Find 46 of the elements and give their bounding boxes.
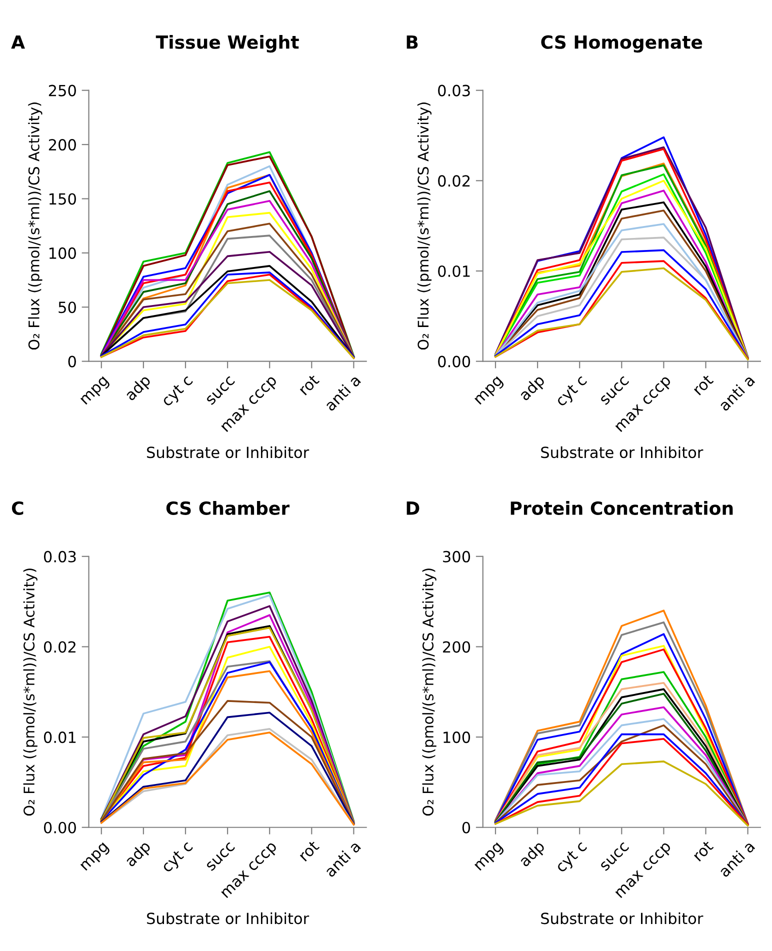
chart-title: Protein Concentration bbox=[510, 501, 733, 515]
y-tick-label: 0.00 bbox=[438, 356, 470, 368]
text: D bbox=[406, 502, 420, 515]
x-axis-title: Substrate or Inhibitor bbox=[541, 446, 704, 458]
x-axis-title: Substrate or Inhibitor bbox=[541, 912, 704, 924]
y-tick-label: 0.03 bbox=[44, 550, 76, 562]
x-tick-label: rot bbox=[298, 840, 320, 862]
x-tick-label: cyt c bbox=[160, 374, 196, 409]
y-tick-label: 50 bbox=[58, 302, 76, 314]
y-tick-label: 0 bbox=[462, 822, 470, 834]
y-axis-title: O₂ Flux ((pmol/(s*ml))/CS Activity) bbox=[422, 568, 436, 816]
x-tick-label: rot bbox=[692, 374, 714, 396]
y-tick-label: 100 bbox=[444, 732, 470, 744]
y-tick-label: 0.01 bbox=[438, 265, 470, 278]
chart-title: CS Chamber bbox=[166, 501, 290, 515]
x-axis-title: Substrate or Inhibitor bbox=[147, 912, 310, 924]
x-tick-label: cyt c bbox=[554, 374, 590, 409]
y-tick-label: 200 bbox=[48, 139, 76, 151]
y-tick-label: 0.03 bbox=[438, 84, 470, 96]
text: B bbox=[406, 35, 418, 49]
y-tick-label: 250 bbox=[48, 84, 76, 96]
y-tick-label: 300 bbox=[443, 550, 470, 562]
x-tick-label: adp bbox=[518, 374, 548, 404]
y-tick-label: 0.01 bbox=[44, 732, 76, 744]
chart-title: Tissue Weight bbox=[156, 34, 299, 53]
x-tick-label: adp bbox=[124, 840, 154, 870]
text: A bbox=[11, 35, 25, 49]
x-tick-label: adp bbox=[518, 840, 548, 870]
y-tick-label: 200 bbox=[443, 641, 470, 653]
x-axis-title: Substrate or Inhibitor bbox=[147, 446, 310, 458]
x-tick-label: rot bbox=[298, 374, 320, 396]
y-axis-title: O₂ Flux ((pmol/(s*ml))/CS Activity) bbox=[28, 102, 42, 350]
y-tick-label: 0.02 bbox=[438, 175, 470, 187]
y-tick-label: 0 bbox=[68, 356, 76, 368]
y-axis-title: O₂ Flux ((pmol/(s*ml))/CS Activity) bbox=[23, 568, 38, 816]
y-tick-label: 150 bbox=[49, 193, 76, 205]
x-tick-label: adp bbox=[124, 374, 154, 404]
text: C bbox=[12, 501, 24, 515]
y-tick-label: 100 bbox=[49, 247, 76, 259]
y-tick-label: 0.00 bbox=[44, 822, 76, 834]
x-tick-label: cyt c bbox=[554, 840, 590, 875]
y-axis-title: O₂ Flux ((pmol/(s*ml))/CS Activity) bbox=[417, 102, 432, 350]
y-tick-label: 0.02 bbox=[44, 641, 76, 653]
chart-title: CS Homogenate bbox=[541, 35, 702, 53]
x-tick-label: rot bbox=[692, 840, 714, 862]
x-tick-label: cyt c bbox=[160, 840, 196, 875]
